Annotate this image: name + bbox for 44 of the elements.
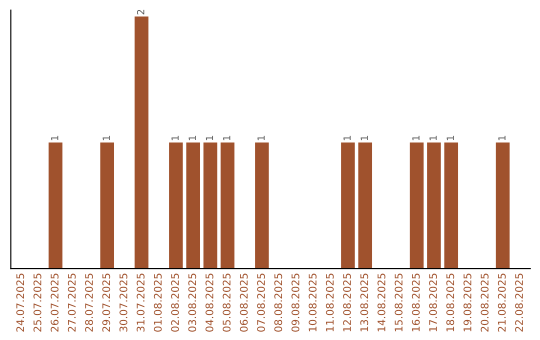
- x-tick-label: 25.07.2025: [33, 274, 42, 332]
- data-label: 1: [344, 136, 351, 140]
- x-tick-label: 02.08.2025: [171, 274, 179, 332]
- x-tick-label: 09.08.2025: [291, 274, 300, 332]
- x-tick-label: 27.07.2025: [68, 274, 76, 332]
- x-tick-label: 04.08.2025: [205, 274, 214, 332]
- data-label: 1: [172, 136, 179, 140]
- x-tick-label: 31.07.2025: [136, 274, 145, 332]
- x-tick-label: 18.08.2025: [446, 274, 454, 332]
- data-label: 1: [223, 136, 230, 140]
- x-tick-label: 12.08.2025: [343, 274, 351, 332]
- x-tick-label: 22.08.2025: [515, 274, 523, 332]
- data-label: 1: [102, 136, 110, 140]
- x-tick-label: 16.08.2025: [412, 274, 420, 332]
- x-tick-label: 05.08.2025: [222, 274, 231, 332]
- x-tick-label: 11.08.2025: [326, 274, 334, 332]
- data-label: 1: [446, 136, 454, 140]
- x-tick-label: 07.08.2025: [257, 274, 265, 332]
- data-label: 1: [430, 136, 437, 140]
- x-tick-label: 28.07.2025: [85, 274, 93, 332]
- data-label: 2: [136, 10, 144, 14]
- data-label: 1: [360, 136, 368, 140]
- data-label: 1: [412, 136, 420, 140]
- x-tick-label: 06.08.2025: [240, 274, 248, 332]
- data-label: 1: [258, 136, 265, 140]
- x-tick-label: 30.07.2025: [119, 274, 128, 332]
- x-tick-label: 19.08.2025: [464, 274, 472, 332]
- x-tick-label: 03.08.2025: [188, 274, 196, 332]
- x-tick-label: 08.08.2025: [274, 274, 282, 332]
- x-tick-label: 24.07.2025: [16, 274, 24, 332]
- x-tick-label: 13.08.2025: [360, 274, 368, 332]
- data-label: 1: [498, 136, 506, 140]
- data-label: 1: [206, 136, 214, 140]
- x-tick-label: 14.08.2025: [377, 274, 386, 332]
- x-tick-label: 26.07.2025: [50, 274, 59, 332]
- x-tick-label: 21.08.2025: [498, 274, 506, 332]
- x-tick-label: 10.08.2025: [308, 274, 317, 332]
- x-tick-label: 29.07.2025: [102, 274, 110, 332]
- data-label: 1: [51, 136, 58, 140]
- x-tick-label: 17.08.2025: [429, 274, 437, 332]
- data-label: 1: [188, 136, 196, 140]
- x-tick-label: 20.08.2025: [480, 274, 489, 332]
- x-tick-label: 01.08.2025: [154, 274, 162, 332]
- x-tick-label: 15.08.2025: [394, 274, 403, 332]
